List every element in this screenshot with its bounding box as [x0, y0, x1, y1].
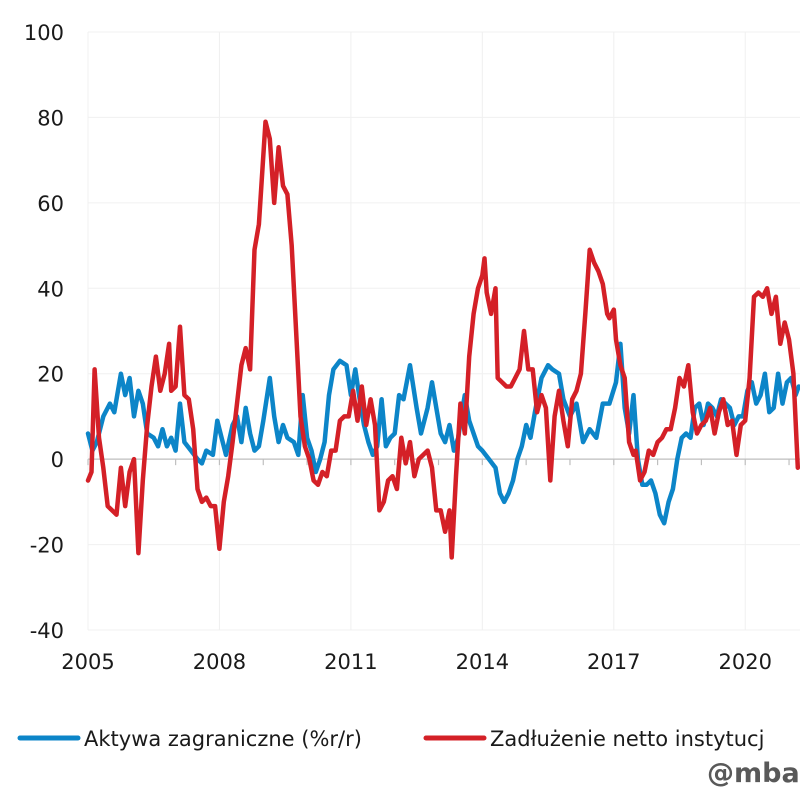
x-tick-label: 2008: [193, 650, 246, 674]
x-axis-ticks: 2005 2008 2011 2014 2017 2020: [61, 650, 772, 674]
legend-label-aktywa: Aktywa zagraniczne (%r/r): [84, 727, 362, 751]
series-lines: [85, 119, 800, 560]
x-tick-label: 2011: [324, 650, 377, 674]
gridlines: [87, 31, 800, 631]
y-tick-label: -40: [30, 619, 64, 643]
x-tick-label: 2014: [456, 650, 509, 674]
x-tick-label: 2005: [61, 650, 114, 674]
legend: Aktywa zagraniczne (%r/r) Zadłużenie net…: [17, 727, 764, 751]
y-tick-label: 100: [24, 21, 64, 45]
zero-axis: [87, 458, 800, 466]
y-axis-ticks: 100 80 60 40 20 0 -20 -40: [24, 21, 64, 643]
y-tick-label: -20: [30, 534, 64, 558]
x-tick-label: 2020: [719, 650, 772, 674]
series-line-aktywa: [85, 341, 800, 526]
y-tick-label: 20: [37, 363, 64, 387]
y-tick-label: 60: [37, 192, 64, 216]
watermark-handle: @mba: [707, 758, 800, 789]
legend-label-zadluzenie: Zadłużenie netto instytucj: [490, 727, 764, 751]
series-line-zadluzenie: [85, 119, 800, 560]
y-tick-label: 0: [51, 448, 64, 472]
y-tick-label: 80: [37, 106, 64, 130]
y-tick-label: 40: [37, 277, 64, 301]
x-tick-label: 2017: [587, 650, 640, 674]
